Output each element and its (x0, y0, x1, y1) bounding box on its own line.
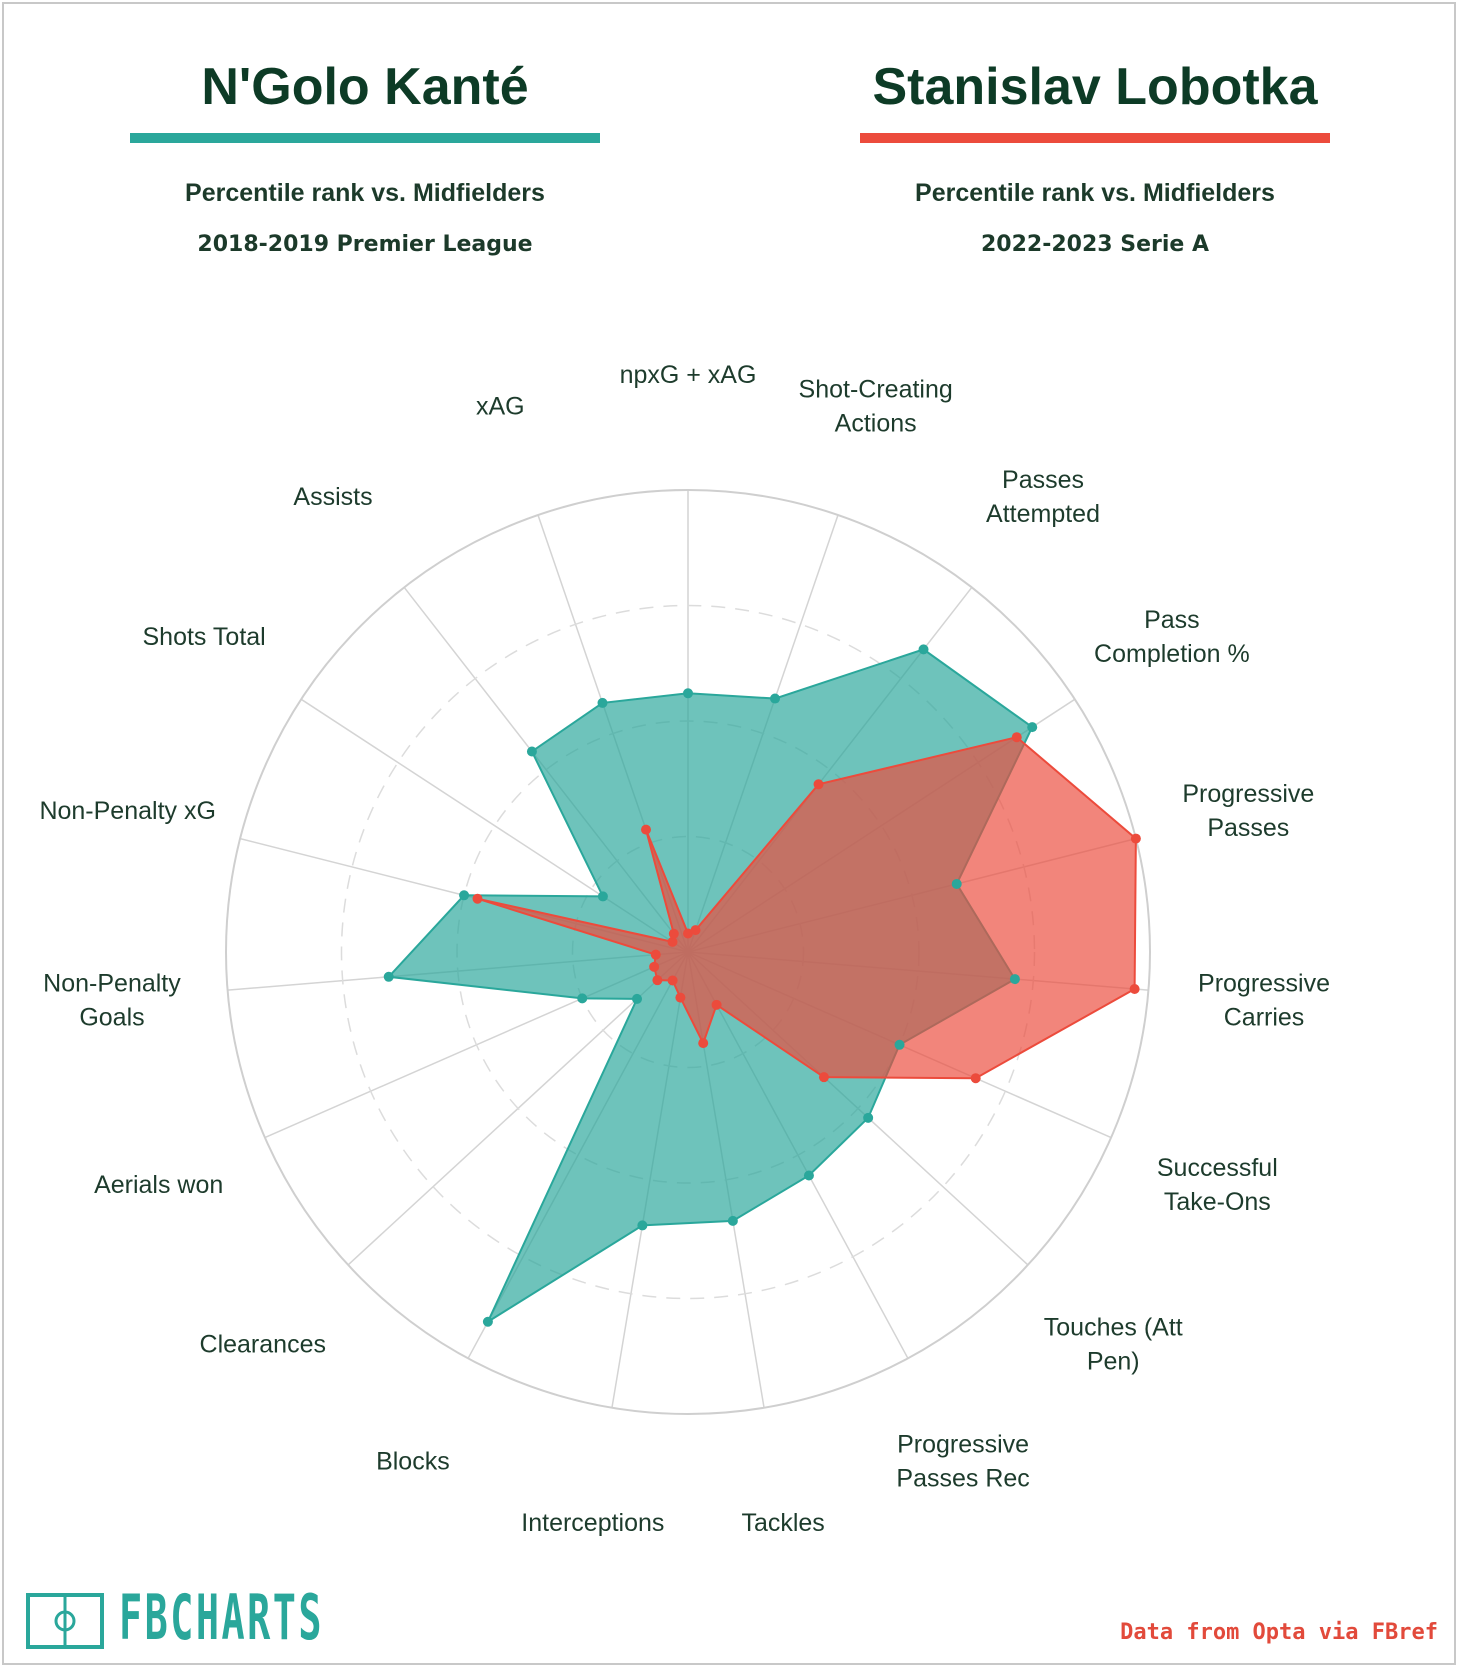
data-source: Data from Opta via FBref (1120, 1620, 1438, 1645)
axis-label: npxG + xAG (620, 361, 757, 389)
player-subtitle-right: Percentile rank vs. Midfielders (915, 179, 1275, 207)
player-subtitle-left: Percentile rank vs. Midfielders (185, 179, 545, 207)
axis-label: Shots Total (143, 623, 266, 651)
data-point-lobotka (1129, 984, 1140, 995)
data-point-kante (1009, 974, 1020, 985)
data-point-kante (482, 1316, 493, 1327)
data-point-kante (1027, 722, 1038, 733)
radar-ring (225, 489, 1151, 1415)
player-name-left: N'Golo Kanté (201, 58, 529, 116)
data-point-kante (526, 746, 537, 757)
data-point-kante (951, 878, 962, 889)
data-point-lobotka (690, 925, 701, 936)
data-point-lobotka (970, 1073, 981, 1084)
data-point-kante (383, 971, 394, 982)
data-point-lobotka (667, 936, 678, 947)
axis-label: Pass Completion % (1094, 606, 1250, 668)
player-color-bar-left (130, 133, 600, 143)
data-point-lobotka (818, 1072, 829, 1083)
player-header-left: N'Golo Kanté Percentile rank vs. Midfiel… (105, 55, 625, 257)
axis-label: Touches (Att Pen) (1044, 1313, 1183, 1375)
axis-label: Successful Take-Ons (1157, 1154, 1278, 1216)
data-point-lobotka (668, 928, 679, 939)
axis-label: Interceptions (521, 1509, 664, 1537)
data-point-lobotka (649, 961, 660, 972)
axis-label: Progressive Passes Rec (896, 1430, 1029, 1492)
axis-label: Assists (293, 483, 372, 511)
data-point-lobotka (650, 949, 661, 960)
data-point-kante (770, 693, 781, 704)
player-season-right: 2022-2023 Serie A (980, 232, 1209, 257)
axis-label: Clearances (200, 1330, 326, 1358)
axis-label: Aerials won (94, 1171, 223, 1199)
axis-label: Progressive Passes (1182, 780, 1314, 842)
data-point-kante (683, 688, 693, 699)
data-point-lobotka (667, 975, 678, 986)
data-point-kante (803, 1170, 814, 1181)
data-point-kante (727, 1215, 738, 1226)
data-point-lobotka (1011, 732, 1022, 743)
axis-label: Passes Attempted (986, 466, 1100, 528)
player-season-left: 2018-2019 Premier League (197, 232, 533, 257)
axis-label: Tackles (741, 1509, 824, 1537)
axis-label: Blocks (376, 1447, 450, 1475)
data-point-lobotka (640, 824, 651, 835)
data-point-kante (894, 1039, 905, 1050)
pitch-icon (26, 1593, 104, 1649)
data-point-kante (459, 890, 470, 901)
data-point-lobotka (472, 893, 483, 904)
data-point-kante (632, 993, 643, 1004)
player-name-right: Stanislav Lobotka (872, 58, 1318, 116)
axis-label: xAG (476, 392, 525, 420)
data-point-kante (597, 891, 608, 902)
data-point-lobotka (1130, 833, 1141, 844)
data-point-lobotka (675, 992, 686, 1003)
axis-label: Non-Penalty xG (39, 797, 215, 825)
data-point-lobotka (711, 999, 722, 1010)
axis-label: Shot-Creating Actions (799, 375, 953, 437)
axis-label: Non-Penalty Goals (43, 970, 181, 1032)
axis-label: Progressive Carries (1198, 970, 1330, 1032)
data-point-kante (863, 1112, 874, 1123)
fbcharts-logo: FBCHARTS (24, 1585, 394, 1655)
data-point-lobotka (652, 975, 663, 986)
data-point-kante (918, 644, 929, 655)
data-point-lobotka (813, 779, 824, 790)
series-area-lobotka (477, 736, 1137, 1080)
logo-text: FBCHARTS (119, 1581, 324, 1654)
player-header-right: Stanislav Lobotka Percentile rank vs. Mi… (835, 55, 1355, 257)
data-point-lobotka (683, 928, 693, 939)
player-color-bar-right (860, 133, 1330, 143)
data-point-kante (597, 697, 608, 708)
data-point-lobotka (698, 1038, 709, 1049)
data-point-kante (637, 1220, 648, 1231)
data-point-kante (577, 993, 588, 1004)
